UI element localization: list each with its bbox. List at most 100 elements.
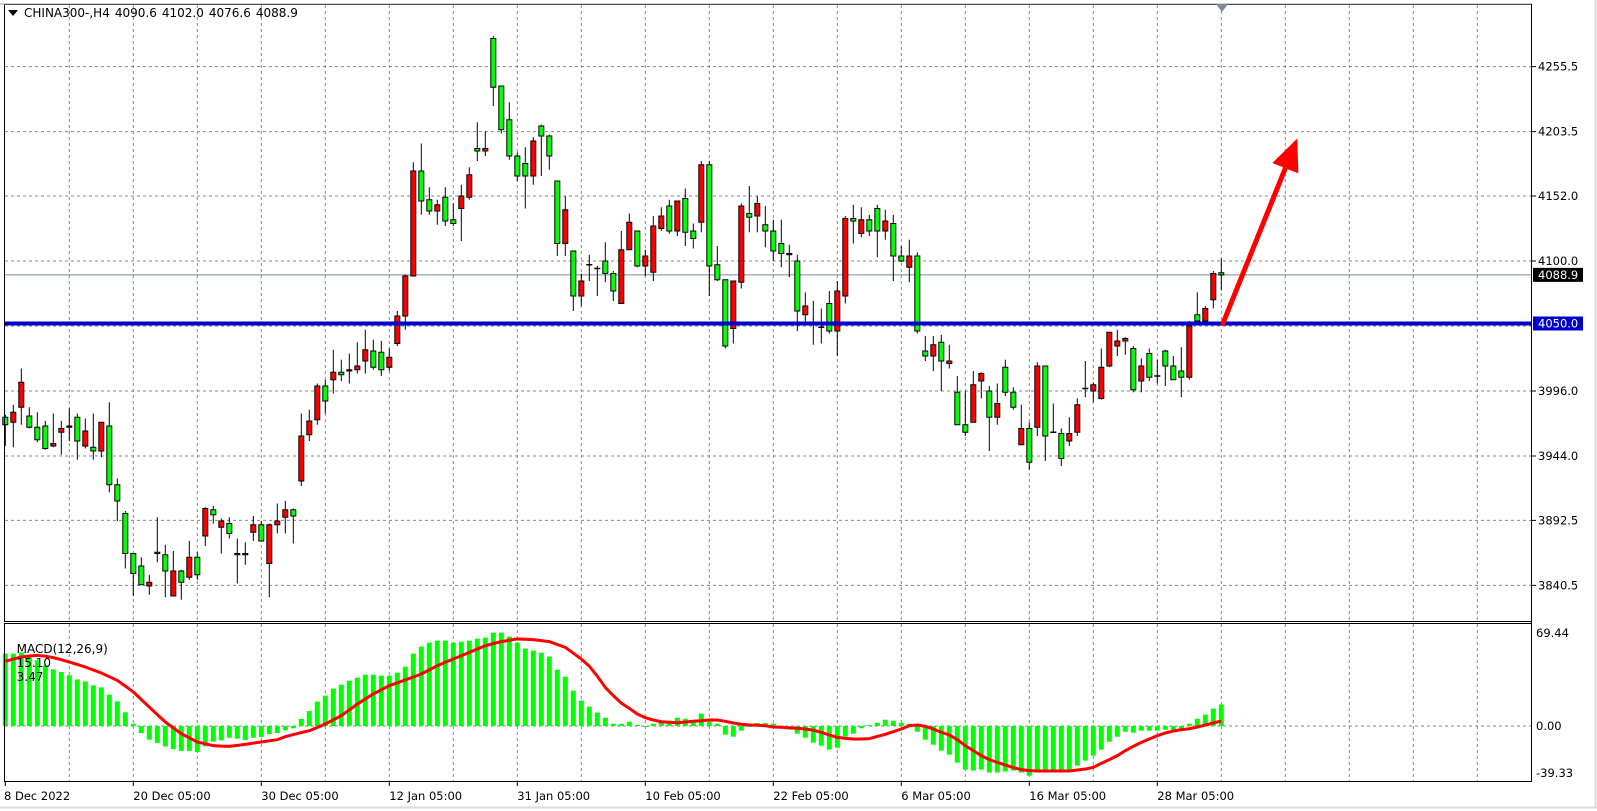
candle[interactable]: [786, 244, 793, 278]
candle[interactable]: [1058, 428, 1065, 467]
trend-arrow-shaft[interactable]: [1220, 165, 1288, 326]
candle[interactable]: [778, 219, 785, 268]
candle[interactable]: [850, 204, 857, 244]
candle[interactable]: [610, 271, 617, 301]
candle[interactable]: [218, 518, 225, 554]
candle[interactable]: [914, 252, 921, 334]
candle[interactable]: [178, 569, 185, 600]
candle[interactable]: [1122, 337, 1129, 355]
candle[interactable]: [802, 292, 809, 324]
candle[interactable]: [234, 538, 241, 584]
candle[interactable]: [482, 131, 489, 156]
candle[interactable]: [1026, 422, 1033, 470]
candle[interactable]: [1202, 306, 1209, 322]
candle[interactable]: [1130, 346, 1137, 393]
candle[interactable]: [34, 412, 41, 443]
candle[interactable]: [690, 223, 697, 249]
candle[interactable]: [226, 517, 233, 539]
candle[interactable]: [242, 542, 249, 565]
candle[interactable]: [554, 180, 561, 256]
candle[interactable]: [826, 291, 833, 334]
candle[interactable]: [738, 203, 745, 289]
candle[interactable]: [1082, 361, 1089, 398]
candle[interactable]: [2, 414, 9, 446]
candle[interactable]: [314, 383, 321, 425]
candle[interactable]: [386, 348, 393, 372]
candle[interactable]: [130, 553, 137, 597]
candle[interactable]: [450, 203, 457, 227]
candle[interactable]: [602, 242, 609, 283]
candle[interactable]: [946, 344, 953, 369]
candle[interactable]: [682, 188, 689, 247]
candle[interactable]: [570, 250, 577, 311]
chart-shift-marker-icon[interactable]: [1216, 4, 1228, 12]
candle[interactable]: [90, 413, 97, 460]
candle[interactable]: [714, 246, 721, 281]
candle[interactable]: [730, 280, 737, 344]
candle[interactable]: [354, 342, 361, 374]
candle[interactable]: [514, 152, 521, 181]
macd-pane[interactable]: [2, 632, 1224, 776]
candle[interactable]: [634, 230, 641, 268]
candle[interactable]: [506, 102, 513, 160]
candle[interactable]: [362, 329, 369, 374]
candle[interactable]: [106, 402, 113, 493]
candle[interactable]: [658, 207, 665, 231]
candle[interactable]: [1106, 331, 1113, 368]
candle[interactable]: [210, 506, 217, 524]
candle[interactable]: [1018, 404, 1025, 446]
candle[interactable]: [26, 407, 33, 429]
candle[interactable]: [954, 376, 961, 426]
candle[interactable]: [882, 209, 889, 240]
candle[interactable]: [698, 161, 705, 233]
candle[interactable]: [578, 273, 585, 307]
candle[interactable]: [1186, 321, 1193, 380]
candle[interactable]: [498, 85, 505, 134]
candle[interactable]: [490, 36, 497, 106]
candle[interactable]: [202, 507, 209, 546]
candle[interactable]: [986, 386, 993, 451]
candle[interactable]: [442, 187, 449, 226]
candle[interactable]: [938, 334, 945, 391]
candle[interactable]: [834, 281, 841, 356]
candle[interactable]: [330, 349, 337, 394]
candle[interactable]: [930, 336, 937, 371]
candle[interactable]: [642, 249, 649, 276]
candle[interactable]: [378, 341, 385, 376]
candle[interactable]: [282, 501, 289, 534]
candle[interactable]: [82, 418, 89, 449]
candle[interactable]: [426, 187, 433, 215]
candle[interactable]: [1138, 358, 1145, 393]
candle[interactable]: [66, 408, 73, 442]
candle[interactable]: [1146, 348, 1153, 382]
candle[interactable]: [42, 421, 49, 450]
trend-arrow-head-icon[interactable]: [1272, 138, 1299, 174]
candle[interactable]: [1074, 398, 1081, 437]
candle[interactable]: [290, 508, 297, 544]
candle[interactable]: [962, 391, 969, 436]
candle[interactable]: [1178, 347, 1185, 398]
candle[interactable]: [370, 339, 377, 370]
candle[interactable]: [1154, 359, 1161, 384]
candle[interactable]: [1194, 292, 1201, 322]
candle[interactable]: [58, 421, 65, 455]
dropdown-triangle-icon[interactable]: [8, 10, 18, 16]
candle[interactable]: [298, 413, 305, 487]
candle[interactable]: [1170, 356, 1177, 381]
price-pane[interactable]: [2, 36, 1531, 600]
candle[interactable]: [306, 409, 313, 441]
candle[interactable]: [546, 134, 553, 170]
candle[interactable]: [530, 137, 537, 185]
candle[interactable]: [50, 413, 57, 448]
candle[interactable]: [1098, 348, 1105, 400]
candle[interactable]: [538, 124, 545, 176]
candle[interactable]: [674, 200, 681, 236]
candle[interactable]: [1042, 365, 1049, 461]
candle[interactable]: [138, 557, 145, 586]
candle[interactable]: [274, 503, 281, 534]
candle[interactable]: [346, 353, 353, 384]
candle[interactable]: [18, 368, 25, 425]
candle[interactable]: [722, 279, 729, 349]
candle[interactable]: [666, 199, 673, 234]
candle[interactable]: [1218, 258, 1225, 291]
